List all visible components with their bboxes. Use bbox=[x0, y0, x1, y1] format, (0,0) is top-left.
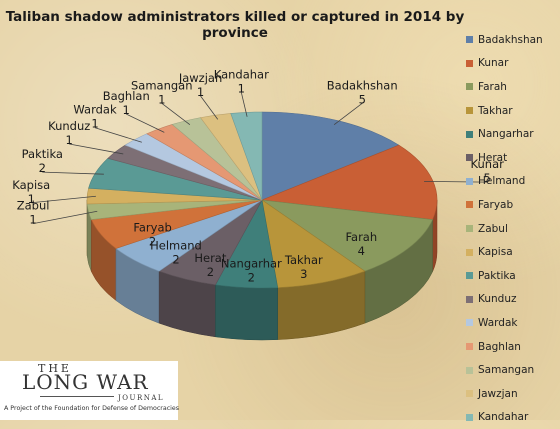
legend-swatch bbox=[466, 178, 473, 185]
legend-swatch bbox=[466, 343, 473, 350]
legend-swatch bbox=[466, 296, 473, 303]
legend-item-herat: Herat bbox=[466, 146, 558, 170]
legend-label: Helmand bbox=[478, 175, 525, 187]
legend-item-kapisa: Kapisa bbox=[466, 240, 558, 264]
legend-swatch bbox=[466, 201, 473, 208]
legend-item-zabul: Zabul bbox=[466, 217, 558, 241]
legend-swatch bbox=[466, 225, 473, 232]
legend-item-wardak: Wardak bbox=[466, 311, 558, 335]
legend-swatch bbox=[466, 390, 473, 397]
logo-rule bbox=[40, 396, 114, 397]
leader-line-samangan bbox=[162, 103, 190, 124]
legend-swatch bbox=[466, 249, 473, 256]
legend-item-farah: Farah bbox=[466, 75, 558, 99]
legend-label: Badakhshan bbox=[478, 34, 543, 46]
legend-swatch bbox=[466, 367, 473, 374]
legend-label: Paktika bbox=[478, 270, 516, 282]
leader-line-paktika bbox=[42, 172, 104, 174]
legend-label: Wardak bbox=[478, 317, 517, 329]
legend-swatch bbox=[466, 36, 473, 43]
legend-item-kunar: Kunar bbox=[466, 52, 558, 76]
legend-swatch bbox=[466, 319, 473, 326]
legend-label: Kunar bbox=[478, 57, 508, 69]
legend-item-takhar: Takhar bbox=[466, 99, 558, 123]
legend-item-samangan: Samangan bbox=[466, 358, 558, 382]
legend: Badakhshan Kunar Farah Takhar Nangarhar Herat… bbox=[466, 28, 558, 429]
legend-swatch bbox=[466, 107, 473, 114]
logo-tagline: A Project of the Foundation for Defense … bbox=[4, 405, 179, 412]
leader-line-kunduz bbox=[69, 144, 123, 154]
legend-item-badakhshan: Badakhshan bbox=[466, 28, 558, 52]
legend-item-kunduz: Kunduz bbox=[466, 288, 558, 312]
legend-item-jawzjan: Jawzjan bbox=[466, 382, 558, 406]
logo-journal: JOURNAL bbox=[118, 394, 164, 402]
legend-label: Faryab bbox=[478, 199, 513, 211]
leader-line-baghlan bbox=[126, 114, 164, 132]
legend-item-helmand: Helmand bbox=[466, 170, 558, 194]
legend-swatch bbox=[466, 60, 473, 67]
legend-item-kandahar: Kandahar bbox=[466, 406, 558, 429]
leader-line-wardak bbox=[95, 128, 142, 143]
legend-swatch bbox=[466, 154, 473, 161]
legend-label: Farah bbox=[478, 81, 507, 93]
legend-swatch bbox=[466, 131, 473, 138]
legend-item-paktika: Paktika bbox=[466, 264, 558, 288]
legend-swatch bbox=[466, 272, 473, 279]
legend-label: Kandahar bbox=[478, 411, 528, 423]
pie-side-nangarhar bbox=[215, 285, 277, 340]
legend-item-nangarhar: Nangarhar bbox=[466, 122, 558, 146]
legend-label: Kunduz bbox=[478, 293, 517, 305]
legend-label: Takhar bbox=[478, 105, 513, 117]
legend-label: Jawzjan bbox=[478, 388, 518, 400]
long-war-journal-logo: THE LONG WAR JOURNAL A Project of the Fo… bbox=[0, 361, 178, 420]
legend-item-baghlan: Baghlan bbox=[466, 335, 558, 359]
legend-label: Nangarhar bbox=[478, 128, 534, 140]
legend-label: Kapisa bbox=[478, 246, 513, 258]
legend-label: Samangan bbox=[478, 364, 534, 376]
legend-item-faryab: Faryab bbox=[466, 193, 558, 217]
leader-line-badakhshan bbox=[334, 103, 362, 124]
legend-swatch bbox=[466, 83, 473, 90]
logo-name: LONG WAR bbox=[22, 370, 149, 394]
legend-label: Baghlan bbox=[478, 341, 521, 353]
legend-label: Zabul bbox=[478, 223, 508, 235]
legend-label: Herat bbox=[478, 152, 507, 164]
